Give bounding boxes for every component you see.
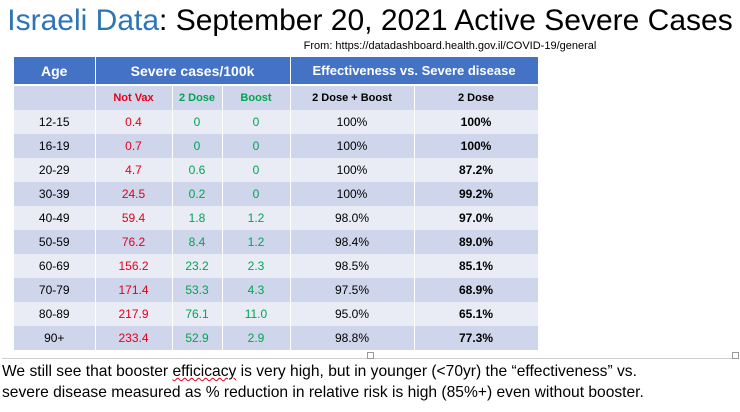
cell-not-vax: 0.7 (95, 134, 173, 158)
cell-age: 50-59 (14, 230, 96, 254)
source-note: From: https://datadashboard.health.gov.i… (303, 40, 597, 52)
header-severe-cases: Severe cases/100k (95, 57, 291, 86)
table-row: 20-29 4.7 0.6 0 100% 87.2% (14, 158, 539, 182)
cell-eff-boost: 100% (290, 110, 415, 134)
resize-handle-right[interactable] (732, 352, 739, 359)
cell-not-vax: 156.2 (95, 254, 173, 278)
cell-eff-boost: 98.4% (290, 230, 415, 254)
slide-title: Israeli Data: September 20, 2021 Active … (0, 3, 740, 39)
cell-eff-two: 68.9% (414, 278, 539, 302)
cell-boost: 0 (222, 182, 291, 206)
table-row: 90+ 233.4 52.9 2.9 98.8% 77.3% (14, 326, 539, 350)
table-row: 60-69 156.2 23.2 2.3 98.5% 85.1% (14, 254, 539, 278)
cell-age: 16-19 (14, 134, 96, 158)
table-row: 50-59 76.2 8.4 1.2 98.4% 89.0% (14, 230, 539, 254)
cell-eff-two: 77.3% (414, 326, 539, 350)
cell-boost: 1.2 (222, 206, 291, 230)
caption-line-1-end: is very high, but in younger (<70yr) the… (236, 363, 637, 380)
cell-eff-boost: 95.0% (290, 302, 415, 326)
cell-age: 60-69 (14, 254, 96, 278)
slide-caption: We still see that booster efficicacy is … (2, 358, 738, 403)
cell-two-dose: 53.3 (172, 278, 223, 302)
cell-boost: 4.3 (222, 278, 291, 302)
cell-two-dose: 76.1 (172, 302, 223, 326)
table-header-row: Age Severe cases/100k Effectiveness vs. … (14, 57, 539, 86)
cell-eff-boost: 97.5% (290, 278, 415, 302)
cell-boost: 0 (222, 158, 291, 182)
cell-not-vax: 59.4 (95, 206, 173, 230)
cell-not-vax: 76.2 (95, 230, 173, 254)
cell-age: 70-79 (14, 278, 96, 302)
cell-two-dose: 52.9 (172, 326, 223, 350)
cell-two-dose: 8.4 (172, 230, 223, 254)
subheader-not-vax: Not Vax (95, 85, 173, 110)
caption-line-2: severe disease measured as % reduction i… (2, 384, 644, 401)
cell-eff-two: 65.1% (414, 302, 539, 326)
cell-eff-two: 89.0% (414, 230, 539, 254)
cell-two-dose: 0.2 (172, 182, 223, 206)
cell-age: 80-89 (14, 302, 96, 326)
cell-age: 90+ (14, 326, 96, 350)
cell-eff-two: 87.2% (414, 158, 539, 182)
table-row: 80-89 217.9 76.1 11.0 95.0% 65.1% (14, 302, 539, 326)
cell-eff-two: 85.1% (414, 254, 539, 278)
cell-two-dose: 0.6 (172, 158, 223, 182)
subheader-eff-two-dose: 2 Dose (414, 85, 539, 110)
cell-age: 12-15 (14, 110, 96, 134)
cell-boost: 11.0 (222, 302, 291, 326)
title-brand: Israeli Data (7, 4, 160, 37)
cell-not-vax: 233.4 (95, 326, 173, 350)
table-row: 30-39 24.5 0.2 0 100% 99.2% (14, 182, 539, 206)
title-text: : September 20, 2021 Active Severe Cases (159, 4, 733, 37)
cell-boost: 0 (222, 110, 291, 134)
cell-two-dose: 1.8 (172, 206, 223, 230)
cell-eff-boost: 100% (290, 182, 415, 206)
cell-boost: 2.3 (222, 254, 291, 278)
cell-not-vax: 171.4 (95, 278, 173, 302)
header-effectiveness: Effectiveness vs. Severe disease (290, 57, 539, 86)
cell-not-vax: 24.5 (95, 182, 173, 206)
cell-eff-boost: 98.8% (290, 326, 415, 350)
subheader-two-dose: 2 Dose (172, 85, 223, 110)
table-row: 16-19 0.7 0 0 100% 100% (14, 134, 539, 158)
cell-eff-boost: 98.5% (290, 254, 415, 278)
caption-line-1-start: We still see that booster (2, 363, 173, 380)
cell-eff-boost: 100% (290, 134, 415, 158)
cell-two-dose: 0 (172, 134, 223, 158)
cell-boost: 2.9 (222, 326, 291, 350)
table-row: 70-79 171.4 53.3 4.3 97.5% 68.9% (14, 278, 539, 302)
cell-two-dose: 0 (172, 110, 223, 134)
subheader-eff-boost: 2 Dose + Boost (290, 85, 415, 110)
caption-misspelled-word: efficicacy (172, 363, 237, 380)
cell-age: 30-39 (14, 182, 96, 206)
cell-two-dose: 23.2 (172, 254, 223, 278)
cell-boost: 1.2 (222, 230, 291, 254)
table-subheader-row: Not Vax 2 Dose Boost 2 Dose + Boost 2 Do… (14, 85, 539, 110)
table-row: 12-15 0.4 0 0 100% 100% (14, 110, 539, 134)
subheader-boost: Boost (222, 85, 291, 110)
severe-cases-table: Age Severe cases/100k Effectiveness vs. … (14, 57, 539, 350)
cell-age: 20-29 (14, 158, 96, 182)
cell-eff-boost: 98.0% (290, 206, 415, 230)
cell-eff-two: 100% (414, 110, 539, 134)
cell-eff-two: 97.0% (414, 206, 539, 230)
cell-eff-two: 99.2% (414, 182, 539, 206)
cell-boost: 0 (222, 134, 291, 158)
cell-eff-two: 100% (414, 134, 539, 158)
cell-eff-boost: 100% (290, 158, 415, 182)
caption-line-1: We still see that booster efficicacy is … (2, 361, 738, 382)
resize-handle-top[interactable] (367, 352, 374, 359)
cell-not-vax: 0.4 (95, 110, 173, 134)
header-age: Age (14, 57, 96, 86)
table-row: 40-49 59.4 1.8 1.2 98.0% 97.0% (14, 206, 539, 230)
cell-not-vax: 4.7 (95, 158, 173, 182)
cell-not-vax: 217.9 (95, 302, 173, 326)
subheader-empty (14, 85, 96, 110)
cell-age: 40-49 (14, 206, 96, 230)
